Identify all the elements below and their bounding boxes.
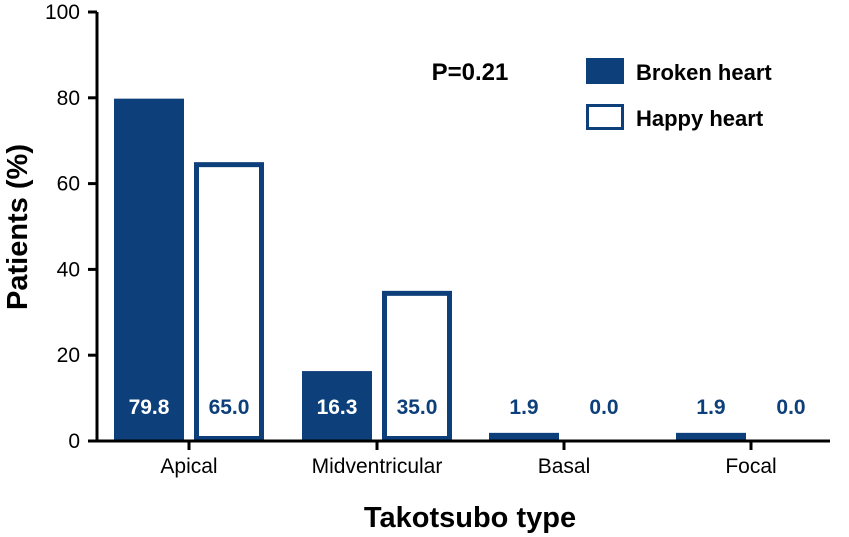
legend-label-broken-heart: Broken heart bbox=[636, 60, 772, 85]
x-tick-label-basal: Basal bbox=[538, 455, 591, 478]
y-tick-label: 80 bbox=[57, 87, 80, 110]
data-label-broken-heart-bar-apical: 79.8 bbox=[129, 396, 170, 419]
data-label-happy-heart-bar-basal: 0.0 bbox=[589, 396, 618, 419]
legend-swatch-happy-heart bbox=[586, 104, 624, 130]
data-label-broken-heart-bar-focal: 1.9 bbox=[696, 396, 725, 419]
broken-heart-bar-focal bbox=[676, 432, 746, 441]
bars-layer bbox=[114, 98, 746, 442]
axes-layer bbox=[95, 12, 830, 443]
y-tick-label: 0 bbox=[68, 430, 80, 453]
y-ticks-layer: 0 20 40 60 80 100 bbox=[45, 1, 97, 453]
y-tick-label: 20 bbox=[57, 344, 80, 367]
y-tick-label: 100 bbox=[45, 1, 80, 24]
x-tick-label-focal: Focal bbox=[725, 455, 776, 478]
happy-heart-bar-midventricular bbox=[382, 290, 452, 441]
happy-heart-bar-apical bbox=[194, 162, 264, 441]
y-tick-label: 60 bbox=[57, 173, 80, 196]
x-axis-title: Takotsubo type bbox=[364, 502, 576, 534]
broken-heart-bar-basal bbox=[489, 432, 559, 441]
y-tick-label: 40 bbox=[57, 258, 80, 281]
legend: Broken heart Happy heart bbox=[586, 58, 772, 131]
x-tick-label-apical: Apical bbox=[160, 455, 217, 478]
data-label-broken-heart-bar-midventricular: 16.3 bbox=[317, 396, 358, 419]
p-value-annotation: P=0.21 bbox=[432, 59, 509, 86]
x-tick-label-midventricular: Midventricular bbox=[312, 455, 443, 478]
data-label-happy-heart-bar-focal: 0.0 bbox=[776, 396, 805, 419]
x-ticks-layer: Apical Midventricular Basal Focal bbox=[160, 441, 777, 478]
broken-heart-bar-apical bbox=[114, 98, 184, 442]
data-label-happy-heart-bar-apical: 65.0 bbox=[209, 396, 250, 419]
data-label-happy-heart-bar-midventricular: 35.0 bbox=[397, 396, 438, 419]
legend-label-happy-heart: Happy heart bbox=[636, 106, 764, 131]
y-axis-title: Patients (%) bbox=[2, 144, 34, 310]
legend-swatch-broken-heart bbox=[586, 58, 624, 84]
data-label-broken-heart-bar-basal: 1.9 bbox=[509, 396, 538, 419]
data-labels-layer: 79.8 65.0 16.3 35.0 1.9 0.0 1.9 0.0 bbox=[129, 396, 806, 419]
broken-heart-bar-midventricular bbox=[302, 371, 372, 441]
